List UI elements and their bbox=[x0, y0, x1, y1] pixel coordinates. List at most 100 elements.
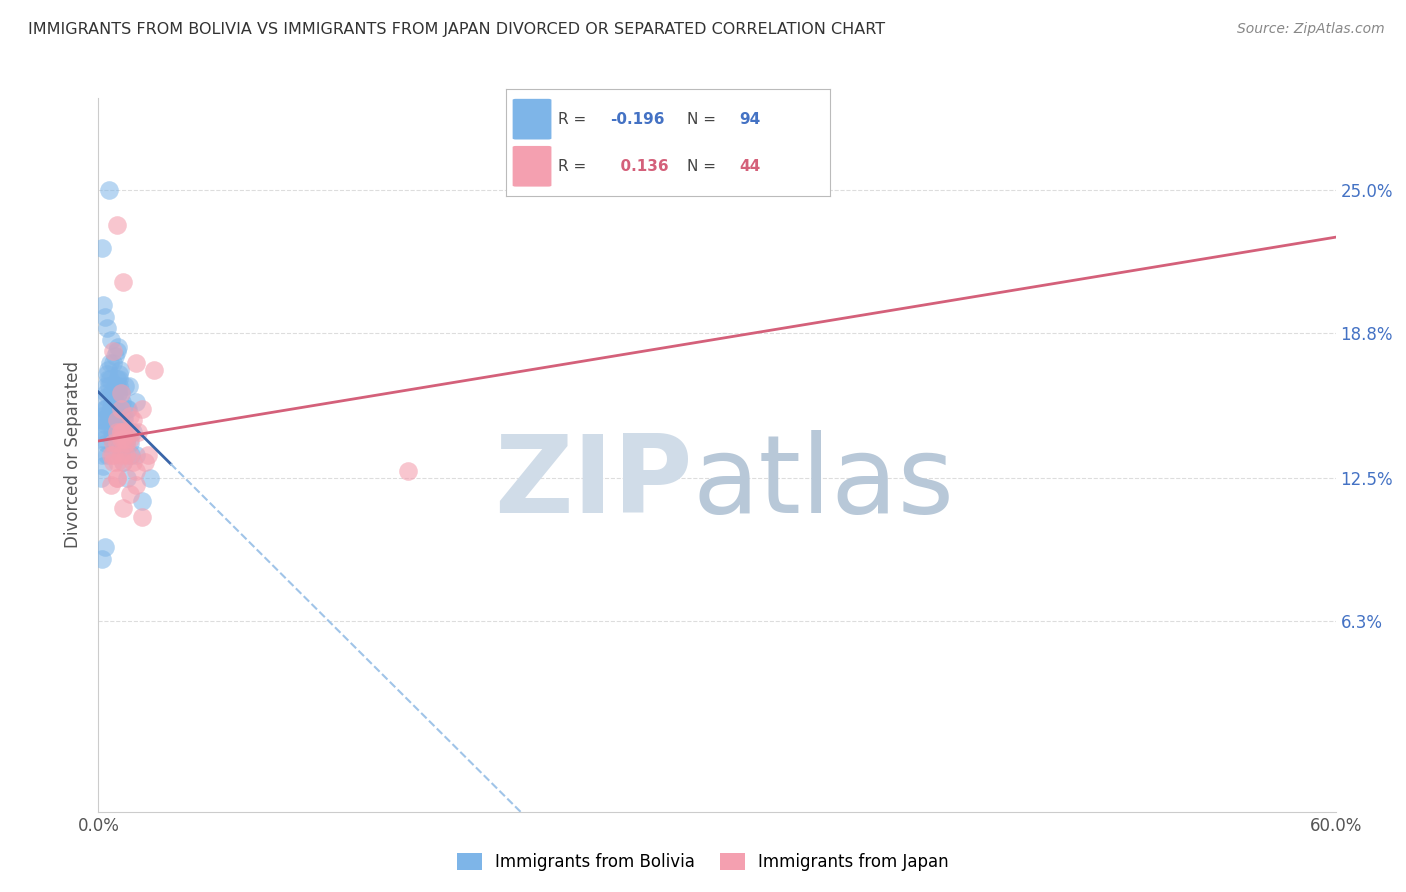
Point bbox=[103, 436, 125, 450]
Point bbox=[111, 425, 134, 439]
Point bbox=[100, 401, 122, 416]
Point bbox=[105, 372, 128, 386]
Point bbox=[101, 425, 124, 439]
Point bbox=[105, 471, 128, 485]
Text: Source: ZipAtlas.com: Source: ZipAtlas.com bbox=[1237, 22, 1385, 37]
Point bbox=[110, 409, 132, 423]
Point bbox=[114, 379, 136, 393]
Point bbox=[105, 471, 128, 485]
Point bbox=[103, 390, 125, 404]
Text: 0.136: 0.136 bbox=[610, 159, 668, 174]
Point bbox=[104, 385, 127, 400]
Text: N =: N = bbox=[688, 112, 721, 127]
Point bbox=[94, 401, 117, 416]
Point bbox=[93, 310, 115, 324]
Point bbox=[103, 413, 125, 427]
Point bbox=[103, 379, 125, 393]
Point bbox=[122, 455, 145, 469]
Point bbox=[127, 425, 149, 439]
Point bbox=[96, 417, 118, 432]
Point bbox=[98, 401, 121, 416]
Point bbox=[114, 432, 136, 446]
Point bbox=[100, 413, 122, 427]
Point bbox=[100, 409, 122, 423]
Text: atlas: atlas bbox=[692, 431, 955, 536]
Point bbox=[111, 425, 134, 439]
Point bbox=[107, 372, 129, 386]
Point bbox=[124, 356, 146, 370]
Point bbox=[131, 510, 153, 524]
Point bbox=[101, 409, 124, 423]
Point bbox=[97, 413, 120, 427]
Point bbox=[104, 413, 127, 427]
FancyBboxPatch shape bbox=[513, 99, 551, 139]
Point bbox=[94, 540, 117, 554]
Point bbox=[103, 448, 125, 462]
Point bbox=[115, 471, 138, 485]
Point bbox=[96, 385, 118, 400]
Point bbox=[97, 183, 120, 197]
Point bbox=[131, 494, 153, 508]
Point bbox=[110, 448, 132, 462]
Point bbox=[131, 401, 153, 416]
Point bbox=[118, 436, 141, 450]
Point bbox=[122, 413, 145, 427]
Point bbox=[100, 333, 122, 347]
Point bbox=[93, 401, 115, 416]
Point bbox=[101, 395, 124, 409]
Point bbox=[103, 395, 125, 409]
Point bbox=[90, 471, 112, 485]
Point bbox=[105, 436, 128, 450]
Point bbox=[90, 241, 112, 255]
Point bbox=[124, 448, 146, 462]
Point bbox=[93, 432, 115, 446]
Point bbox=[94, 401, 117, 416]
Point bbox=[96, 321, 118, 335]
Text: IMMIGRANTS FROM BOLIVIA VS IMMIGRANTS FROM JAPAN DIVORCED OR SEPARATED CORRELATI: IMMIGRANTS FROM BOLIVIA VS IMMIGRANTS FR… bbox=[28, 22, 886, 37]
Text: N =: N = bbox=[688, 159, 721, 174]
Point bbox=[110, 432, 132, 446]
Point bbox=[112, 409, 135, 423]
Point bbox=[110, 401, 132, 416]
Point bbox=[110, 401, 132, 416]
Point bbox=[108, 379, 131, 393]
Point bbox=[118, 425, 141, 439]
Point bbox=[101, 356, 124, 370]
Point bbox=[114, 448, 136, 462]
Text: -0.196: -0.196 bbox=[610, 112, 664, 127]
Point bbox=[105, 425, 128, 439]
Y-axis label: Divorced or Separated: Divorced or Separated bbox=[65, 361, 83, 549]
Point bbox=[111, 455, 134, 469]
Point bbox=[115, 401, 138, 416]
Point bbox=[105, 413, 128, 427]
Point bbox=[107, 385, 129, 400]
Point bbox=[136, 448, 159, 462]
Point bbox=[114, 432, 136, 446]
Point bbox=[98, 356, 121, 370]
Point bbox=[111, 425, 134, 439]
Point bbox=[91, 459, 114, 474]
Point bbox=[105, 455, 128, 469]
Point bbox=[91, 298, 114, 312]
Point bbox=[118, 448, 141, 462]
Point bbox=[96, 368, 118, 382]
Point bbox=[111, 432, 134, 446]
Point bbox=[96, 448, 118, 462]
Text: R =: R = bbox=[558, 159, 591, 174]
Point bbox=[118, 379, 141, 393]
Point bbox=[396, 464, 419, 478]
Point bbox=[134, 455, 156, 469]
Point bbox=[112, 413, 135, 427]
Text: ZIP: ZIP bbox=[494, 431, 692, 536]
Point bbox=[118, 409, 141, 423]
Point bbox=[103, 417, 125, 432]
Point bbox=[105, 425, 128, 439]
Point bbox=[101, 432, 124, 446]
Point bbox=[97, 409, 120, 423]
Point bbox=[103, 395, 125, 409]
Point bbox=[90, 448, 112, 462]
Point bbox=[111, 455, 134, 469]
Point bbox=[110, 385, 132, 400]
Point bbox=[103, 455, 125, 469]
Legend: Immigrants from Bolivia, Immigrants from Japan: Immigrants from Bolivia, Immigrants from… bbox=[449, 845, 957, 880]
